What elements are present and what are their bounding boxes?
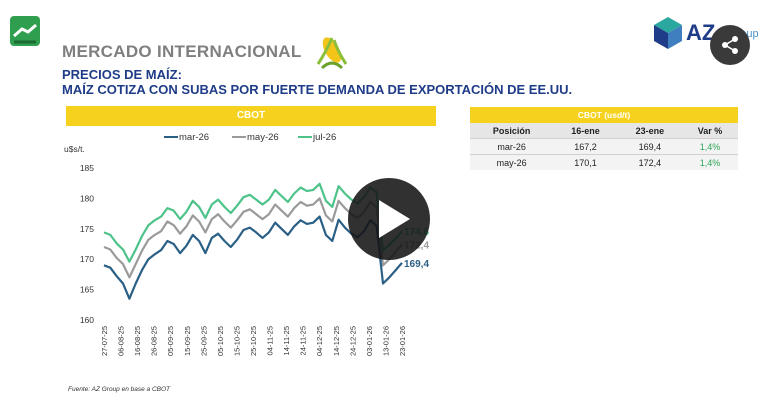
x-tick-label: 15-10-25: [232, 326, 241, 356]
x-tick-label: 05-09-25: [166, 326, 175, 356]
table-title: CBOT (usd/t): [470, 107, 738, 123]
share-icon: [722, 36, 738, 54]
legend-label: mar-26: [179, 132, 209, 143]
y-tick-label: 185: [80, 163, 94, 173]
x-tick-label: 04-12-25: [315, 326, 324, 356]
x-tick-label: 25-10-25: [249, 326, 258, 356]
y-tick-label: 170: [80, 254, 94, 264]
y-tick-label: 180: [80, 193, 94, 203]
table-col-header: 23-ene: [617, 123, 683, 139]
x-tick-label: 05-10-25: [216, 326, 225, 356]
play-button[interactable]: [348, 178, 430, 260]
legend-label: jul-26: [312, 132, 336, 143]
subtitle-line-1: PRECIOS DE MAÍZ:: [62, 67, 182, 82]
handshake-logo-icon: [10, 16, 40, 46]
y-tick-label: 160: [80, 315, 94, 325]
page-subtitle: PRECIOS DE MAÍZ: MAÍZ COTIZA CON SUBAS P…: [62, 67, 572, 97]
x-tick-label: 16-08-25: [133, 326, 142, 356]
az-cube-logo-icon: [654, 17, 682, 49]
table-col-header: 16-ene: [553, 123, 618, 139]
x-tick-label: 04-11-25: [266, 326, 275, 355]
x-tick-label: 26-08-25: [150, 326, 159, 356]
chart-header: CBOT: [66, 106, 436, 126]
series-end-label: 169,4: [404, 259, 429, 270]
cbot-table: CBOT (usd/t) Posición 16-ene 23-ene Var …: [470, 107, 738, 170]
table-cell: 169,4: [617, 138, 683, 155]
x-tick-label: 25-09-25: [199, 326, 208, 356]
x-tick-label: 23-01-26: [398, 326, 407, 356]
x-tick-label: 14-12-25: [332, 326, 341, 356]
x-tick-label: 24-11-25: [299, 326, 308, 355]
corn-icon: [316, 37, 348, 70]
table-cell-var: 1,4%: [682, 138, 738, 155]
table-col-header: Posición: [470, 123, 554, 139]
source-note: Fuente: AZ Group en base a CBOT: [68, 386, 171, 393]
table-col-header: Var %: [682, 123, 738, 139]
x-tick-label: 15-09-25: [183, 326, 192, 356]
table-cell: mar-26: [470, 138, 554, 155]
y-tick-label: 175: [80, 224, 94, 234]
table-cell: 167,2: [553, 138, 618, 155]
table-cell-var: 1,4%: [682, 154, 738, 170]
x-tick-label: 27-07-25: [100, 326, 109, 356]
play-icon: [379, 200, 410, 238]
table-cell: 170,1: [553, 154, 618, 170]
table-cell: 172,4: [617, 154, 683, 170]
subtitle-line-2: MAÍZ COTIZA CON SUBAS POR FUERTE DEMANDA…: [62, 82, 573, 97]
section-title: MERCADO INTERNACIONAL: [62, 42, 302, 61]
table-header-row: Posición 16-ene 23-ene Var %: [470, 123, 738, 139]
x-tick-label: 24-12-25: [348, 326, 357, 356]
x-tick-label: 03-01-26: [365, 326, 374, 356]
legend-label: may-26: [247, 132, 279, 143]
x-tick-label: 13-01-26: [381, 326, 390, 356]
x-tick-label: 14-11-25: [282, 326, 291, 355]
y-tick-label: 165: [80, 285, 94, 295]
x-tick-label: 06-08-25: [117, 326, 126, 356]
y-axis-label: u$s/t.: [64, 144, 85, 154]
table-row: mar-26 167,2 169,4 1,4%: [470, 138, 738, 155]
share-button[interactable]: [710, 25, 750, 65]
table-row: may-26 170,1 172,4 1,4%: [470, 154, 738, 170]
table-cell: may-26: [470, 154, 554, 170]
